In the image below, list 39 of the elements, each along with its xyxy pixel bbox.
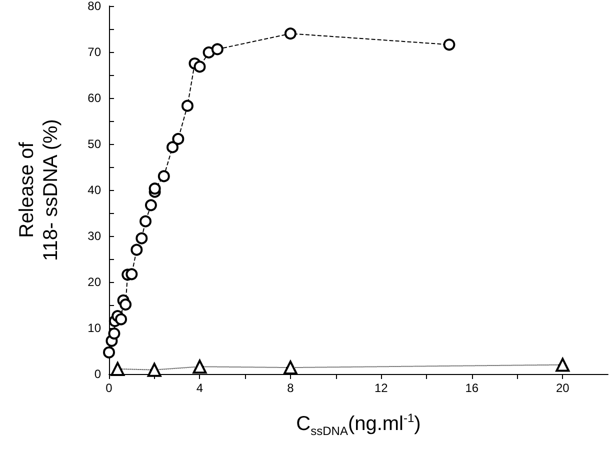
y-tick-label: 30 (88, 229, 102, 243)
y-tick-label: 20 (88, 275, 102, 289)
point (284, 28, 296, 40)
point (140, 215, 152, 228)
point (556, 358, 570, 372)
point (443, 38, 456, 51)
point (181, 100, 194, 112)
point (130, 244, 143, 256)
point (147, 362, 162, 377)
x-tick-label: 12 (374, 381, 388, 395)
point (136, 232, 148, 244)
point (194, 60, 206, 73)
x-tick-label: 16 (465, 381, 479, 395)
point (172, 132, 184, 145)
point (110, 362, 125, 376)
x-tick-label: 20 (556, 381, 570, 395)
point (126, 268, 138, 280)
point (166, 141, 179, 154)
x-tick-label: 4 (196, 381, 204, 395)
point (103, 346, 115, 358)
point (144, 199, 157, 212)
y-tick-label: 80 (88, 0, 102, 13)
point (158, 170, 170, 182)
y-tick-label: 10 (88, 321, 102, 335)
y-tick-label: 50 (88, 137, 102, 151)
y-tick-label: 70 (88, 45, 102, 59)
point (192, 360, 207, 374)
point (211, 43, 224, 56)
point (148, 182, 161, 195)
point (108, 328, 120, 340)
y-tick-label: 0 (94, 367, 102, 381)
y-tick-label: 40 (88, 183, 102, 197)
x-tick-label: 0 (106, 381, 113, 395)
point (115, 313, 128, 326)
y-axis-title: Release of 118- ssDNA (%) (16, 119, 62, 261)
point (120, 298, 132, 311)
x-tick-label: 8 (287, 381, 294, 395)
y-tick-label: 60 (88, 91, 102, 105)
point (283, 360, 298, 375)
